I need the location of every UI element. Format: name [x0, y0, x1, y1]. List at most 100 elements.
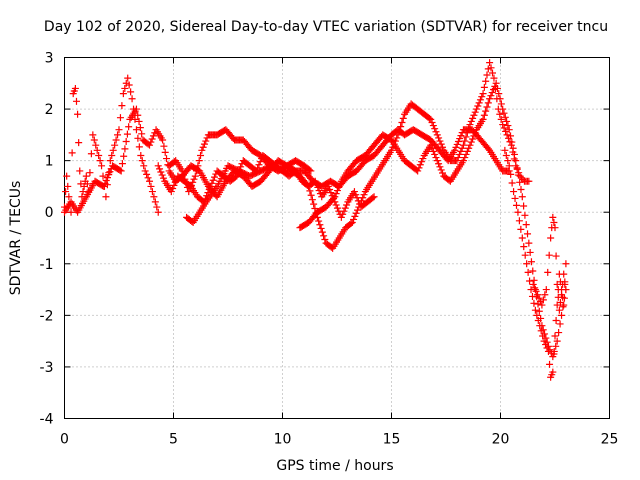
data-point-marker [524, 268, 532, 276]
data-point-marker [169, 184, 177, 192]
data-point-marker [486, 95, 494, 103]
plot-frame [64, 57, 610, 419]
data-point-marker [71, 84, 79, 92]
data-point-marker [144, 174, 152, 182]
data-point-marker [178, 167, 186, 175]
data-point-marker [437, 140, 445, 148]
data-point-marker [332, 201, 340, 209]
data-point-marker [555, 329, 563, 337]
data-point-marker [435, 134, 443, 142]
data-point-marker [336, 180, 344, 188]
data-point-marker [158, 171, 166, 179]
data-point-marker [102, 177, 110, 185]
data-point-marker [475, 99, 483, 107]
data-point-marker [552, 252, 560, 260]
data-points [61, 59, 570, 381]
y-tick-label: 1 [45, 154, 54, 170]
data-point-marker [355, 203, 363, 211]
data-point-marker [140, 162, 148, 170]
data-point-marker [339, 210, 347, 218]
data-point-marker [431, 150, 439, 158]
data-point-marker [436, 163, 444, 171]
data-point-marker [185, 188, 193, 196]
data-point-marker [527, 258, 535, 266]
y-tick-label: -3 [40, 360, 54, 376]
data-point-marker [540, 337, 548, 345]
data-point-marker [495, 90, 503, 98]
data-point-marker [147, 182, 155, 190]
data-point-marker [546, 360, 554, 368]
data-point-marker [109, 146, 117, 154]
data-point-marker [544, 347, 552, 355]
data-point-marker [432, 154, 440, 162]
data-point-marker [163, 155, 171, 163]
y-axis-tick-labels: -4 -3 -2 -1 0 1 2 3 [40, 51, 54, 428]
data-point-marker [522, 221, 530, 229]
data-point-marker [369, 194, 377, 202]
data-point-marker [82, 172, 90, 180]
data-point-marker [558, 291, 566, 299]
data-point-marker [499, 121, 507, 129]
data-point-marker [470, 111, 478, 119]
data-point-marker [541, 291, 549, 299]
data-point-marker [307, 167, 315, 175]
chart-title: Day 102 of 2020, Sidereal Day-to-day VTE… [44, 19, 608, 35]
data-point-marker [509, 144, 517, 152]
data-point-marker [108, 151, 116, 159]
data-point-marker [532, 287, 540, 295]
data-point-marker [87, 150, 95, 158]
data-point-marker [514, 171, 522, 179]
data-point-marker [415, 164, 423, 172]
data-point-marker [306, 166, 314, 174]
data-point-marker [488, 89, 496, 97]
data-point-marker [193, 167, 201, 175]
y-tick-label: -1 [40, 257, 54, 273]
x-axis-label: GPS time / hours [276, 458, 393, 474]
data-point-marker [116, 114, 124, 122]
data-point-marker [118, 102, 126, 110]
data-point-marker [515, 217, 523, 225]
data-point-marker [496, 95, 504, 103]
data-point-marker [90, 136, 98, 144]
x-tick-label: 20 [492, 432, 510, 448]
data-point-marker [128, 95, 136, 103]
data-point-marker [514, 208, 522, 216]
data-point-marker [429, 122, 437, 130]
data-point-marker [210, 173, 218, 181]
data-point-marker [469, 114, 477, 122]
data-point-marker [76, 167, 84, 175]
data-point-marker [471, 129, 479, 137]
data-point-marker [124, 74, 132, 82]
data-point-marker [119, 90, 127, 98]
data-point-marker [332, 190, 340, 198]
data-point-marker [537, 327, 545, 335]
data-point-marker [503, 131, 511, 139]
series-track-7 [501, 146, 570, 381]
data-point-marker [123, 130, 131, 138]
data-point-marker [536, 322, 544, 330]
data-point-marker [394, 131, 402, 139]
data-point-marker [500, 124, 508, 132]
data-point-marker [137, 151, 145, 159]
data-point-marker [496, 110, 504, 118]
data-point-marker [433, 157, 441, 165]
data-point-marker [487, 64, 495, 72]
data-point-marker [321, 235, 329, 243]
data-point-marker [331, 193, 339, 201]
data-point-marker [125, 123, 133, 131]
data-point-marker [171, 178, 179, 186]
data-point-marker [456, 150, 464, 158]
data-point-marker [539, 296, 547, 304]
data-point-marker [347, 220, 355, 228]
data-point-marker [556, 320, 564, 328]
data-point-marker [202, 137, 210, 145]
data-point-marker [89, 131, 97, 139]
data-point-marker [549, 213, 557, 221]
data-point-marker [98, 162, 106, 170]
data-point-marker [419, 155, 427, 163]
series-track-1 [61, 74, 162, 216]
data-point-marker [523, 260, 531, 268]
data-point-marker [320, 232, 328, 240]
data-point-marker [551, 224, 559, 232]
data-point-marker [556, 298, 564, 306]
